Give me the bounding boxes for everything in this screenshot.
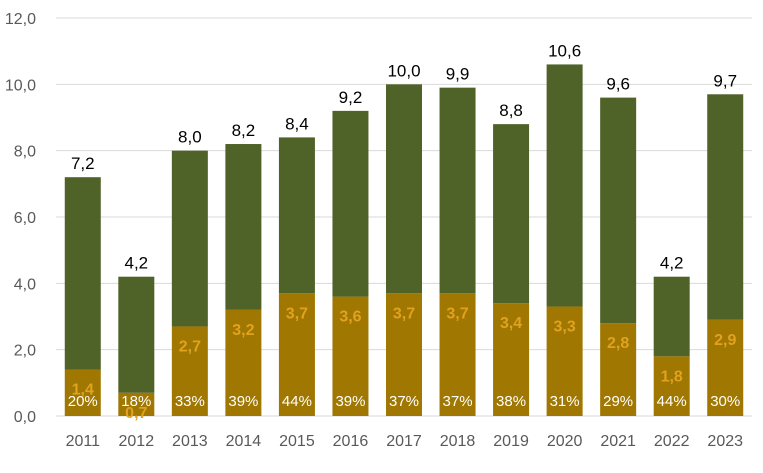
y-axis-ticks: 0,0 2,0 4,0 6,0 8,0 10,0 12,0 xyxy=(5,11,36,426)
share-label-2020: 31% xyxy=(550,393,580,410)
bar-upper-2018 xyxy=(439,87,476,294)
x-tick-2023: 2023 xyxy=(707,433,743,450)
bar-layer xyxy=(64,64,744,416)
total-label-2021: 9,6 xyxy=(606,75,630,94)
bar-upper-2013 xyxy=(171,150,208,327)
lower-value-label-2017: 3,7 xyxy=(393,305,415,322)
y-tick-0,0: 0,0 xyxy=(14,409,36,426)
x-tick-2013: 2013 xyxy=(172,433,208,450)
bar-lower-2023 xyxy=(707,319,744,416)
bar-lower-2013 xyxy=(171,326,208,416)
lower-value-label-2019: 3,4 xyxy=(500,315,522,332)
total-label-2019: 8,8 xyxy=(499,101,523,120)
y-tick-6,0: 6,0 xyxy=(14,210,36,227)
lower-value-label-2014: 3,2 xyxy=(232,322,254,339)
lower-value-label-2012: 0,7 xyxy=(125,405,147,422)
lower-value-label-2015: 3,7 xyxy=(286,305,308,322)
bar-lower-2011 xyxy=(64,369,101,416)
lower-value-label-2018: 3,7 xyxy=(446,305,468,322)
bar-upper-2011 xyxy=(64,177,101,370)
bar-upper-2017 xyxy=(386,84,422,294)
lower-value-label-2020: 3,3 xyxy=(553,319,575,336)
y-tick-12,0: 12,0 xyxy=(5,11,36,28)
bar-lower-2018 xyxy=(439,293,476,416)
share-label-2012: 18% xyxy=(121,393,151,410)
lower-value-label-2011: 1,4 xyxy=(72,382,94,399)
label-layer: 7,2 1,420% 4,2 0,718% 8,0 2,7 33% 8,2 3,2 39% 8,4 3… xyxy=(68,41,740,421)
lower-value-label-2021: 2,8 xyxy=(607,335,629,352)
x-tick-2021: 2021 xyxy=(600,433,636,450)
bar-upper-2020 xyxy=(546,64,583,307)
share-label-2022: 44% xyxy=(657,393,687,410)
x-tick-2014: 2014 xyxy=(226,433,262,450)
x-axis-ticks: 2011 2012 2013 2014 2015 2016 2017 2018 2019 2020… xyxy=(66,433,744,450)
y-tick-4,0: 4,0 xyxy=(14,276,36,293)
total-label-2016: 9,2 xyxy=(339,88,363,107)
bar-upper-2022 xyxy=(653,276,690,357)
bar-lower-2014 xyxy=(225,309,262,416)
y-tick-10,0: 10,0 xyxy=(5,77,36,94)
bar-lower-2019 xyxy=(493,303,530,416)
share-label-2023: 30% xyxy=(710,393,740,410)
bar-upper-2012 xyxy=(118,276,155,393)
total-label-2017: 10,0 xyxy=(387,61,420,80)
total-label-2023: 9,7 xyxy=(713,71,737,90)
total-label-2015: 8,4 xyxy=(285,114,309,133)
x-tick-2011: 2011 xyxy=(66,433,101,450)
x-tick-2020: 2020 xyxy=(547,433,583,450)
share-label-2013: 33% xyxy=(175,393,205,410)
total-label-2012: 4,2 xyxy=(124,254,148,273)
bar-lower-2021 xyxy=(600,323,637,416)
total-label-2020: 10,6 xyxy=(548,41,581,60)
share-label-2015: 44% xyxy=(282,393,312,410)
total-label-2022: 4,2 xyxy=(660,254,684,273)
x-tick-2019: 2019 xyxy=(493,433,529,450)
bar-lower-2016 xyxy=(332,296,369,416)
bar-upper-2016 xyxy=(332,110,369,297)
lower-value-label-2022: 1,8 xyxy=(661,368,683,385)
x-tick-2017: 2017 xyxy=(386,433,422,450)
lower-value-label-2013: 2,7 xyxy=(179,338,201,355)
bar-upper-2019 xyxy=(493,124,530,304)
bar-upper-2023 xyxy=(707,94,744,320)
share-label-2018: 37% xyxy=(443,393,473,410)
y-tick-8,0: 8,0 xyxy=(14,144,36,161)
x-tick-2015: 2015 xyxy=(279,433,315,450)
bar-upper-2021 xyxy=(600,97,637,324)
bar-lower-2020 xyxy=(546,306,583,416)
x-tick-2016: 2016 xyxy=(333,433,369,450)
bar-lower-2015 xyxy=(278,293,315,416)
bar-upper-2014 xyxy=(225,144,262,310)
share-label-2016: 39% xyxy=(335,393,365,410)
x-tick-2018: 2018 xyxy=(440,433,476,450)
share-label-2011: 20% xyxy=(68,393,98,410)
total-label-2013: 8,0 xyxy=(178,128,202,147)
share-label-2019: 38% xyxy=(496,393,526,410)
lower-value-label-2016: 3,6 xyxy=(339,309,361,326)
bar-lower-2022 xyxy=(653,356,690,416)
total-label-2018: 9,9 xyxy=(446,65,470,84)
bar-upper-2015 xyxy=(278,137,315,294)
x-tick-2022: 2022 xyxy=(654,433,690,450)
bar-lower-2017 xyxy=(386,293,422,416)
share-label-2014: 39% xyxy=(228,393,258,410)
share-label-2021: 29% xyxy=(603,393,633,410)
lower-value-label-2023: 2,9 xyxy=(714,332,736,349)
x-tick-2012: 2012 xyxy=(119,433,155,450)
y-tick-2,0: 2,0 xyxy=(14,343,36,360)
total-label-2011: 7,2 xyxy=(71,154,95,173)
bar-lower-2012 xyxy=(118,392,155,416)
share-label-2017: 37% xyxy=(389,393,419,410)
total-label-2014: 8,2 xyxy=(232,121,256,140)
